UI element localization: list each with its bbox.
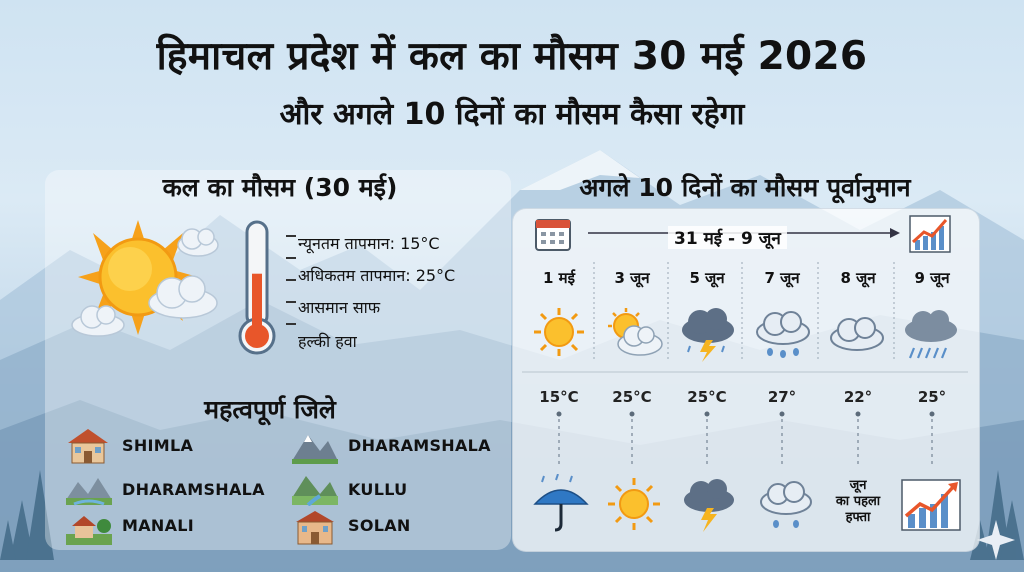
- day-temp-4: 27°: [767, 388, 797, 406]
- trend-chart-bottom-icon: [901, 479, 961, 531]
- day-label-1: 1 मई: [543, 269, 575, 287]
- day-label-2: 3 जून: [614, 269, 650, 287]
- sun-icon: [534, 308, 584, 356]
- rain-cloud-bottom-icon: [760, 481, 812, 528]
- day-temp-2: 25°C: [612, 388, 652, 406]
- cottage-icon: [66, 516, 112, 545]
- sun-bottom-icon: [608, 478, 660, 530]
- storm-cloud-bottom-icon: [684, 479, 734, 532]
- forecast-heading: अगले 10 दिनों का मौसम पूर्वानुमान: [579, 173, 911, 202]
- heavy-rain-cloud-icon: [905, 310, 957, 359]
- day-label-5: 8 जून: [840, 269, 876, 287]
- storm-cloud-icon: [682, 308, 734, 362]
- river-icon: [292, 476, 338, 506]
- district-shimla: SHIMLA: [122, 436, 194, 455]
- sun-cloud-icon: [71, 220, 219, 337]
- district-manali: MANALI: [122, 516, 195, 535]
- day-temp-1: 15°C: [539, 388, 579, 406]
- page-title: हिमाचल प्रदेश में कल का मौसम 30 मई 2026: [156, 34, 868, 79]
- district-kullu: KULLU: [348, 480, 408, 499]
- day-temp-3: 25°C: [687, 388, 727, 406]
- district-dharamshala-1: DHARAMSHALA: [348, 436, 491, 455]
- house-icon: [68, 429, 108, 464]
- day-temp-6: 25°: [917, 388, 947, 406]
- valley-icon: [66, 478, 112, 506]
- trend-chart-icon: [909, 215, 951, 253]
- district-dharamshala-2: DHARAMSHALA: [122, 480, 265, 499]
- min-temp-text: न्यूनतम तापमान: 15°C: [298, 234, 440, 253]
- rain-cloud-icon: [756, 311, 810, 358]
- forecast-range: 31 मई - 9 जून: [668, 226, 787, 249]
- calendar-icon: [535, 219, 571, 251]
- umbrella-rain-icon: [533, 474, 589, 532]
- page-subtitle: और अगले 10 दिनों का मौसम कैसा रहेगा: [279, 97, 745, 132]
- thermometer-icon: [238, 220, 276, 355]
- tomorrow-panel: [45, 170, 511, 550]
- wind-text: हल्की हवा: [298, 332, 357, 351]
- thermometer-scale: [286, 235, 296, 325]
- day-label-3: 5 जून: [689, 269, 725, 287]
- district-solan: SOLAN: [348, 516, 411, 535]
- day-label-4: 7 जून: [764, 269, 800, 287]
- day-label-6: 9 जून: [914, 269, 950, 287]
- sky-text: आसमान साफ: [298, 298, 381, 317]
- districts-heading: महत्वपूर्ण जिले: [204, 395, 336, 424]
- tomorrow-heading: कल का मौसम (30 मई): [162, 173, 398, 202]
- max-temp-text: अधिकतम तापमान: 25°C: [298, 266, 456, 285]
- day-temp-5: 22°: [843, 388, 873, 406]
- first-week-note: जून का पहला हफ्ता: [835, 478, 881, 525]
- sun-cloud-small-icon: [608, 308, 663, 356]
- mountain-icon: [292, 435, 338, 464]
- cloud-icon: [830, 317, 884, 351]
- column-separators: [522, 262, 968, 467]
- building-icon: [296, 511, 334, 545]
